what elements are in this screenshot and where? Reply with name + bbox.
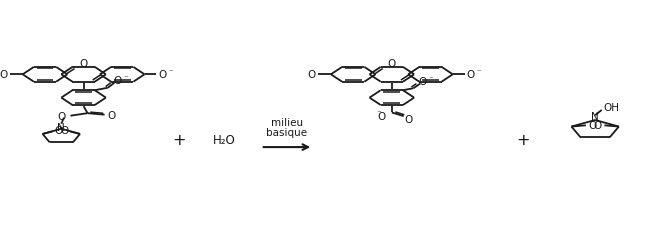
Text: O: O bbox=[80, 58, 88, 68]
Text: O: O bbox=[594, 120, 602, 130]
Text: H₂O: H₂O bbox=[213, 134, 236, 146]
Text: N: N bbox=[57, 122, 64, 132]
Text: +: + bbox=[172, 132, 185, 148]
Text: ⁻: ⁻ bbox=[124, 74, 128, 83]
Text: O: O bbox=[307, 70, 315, 80]
Text: O: O bbox=[108, 110, 116, 120]
Text: O: O bbox=[378, 112, 386, 122]
Text: O: O bbox=[466, 70, 475, 80]
Text: O: O bbox=[388, 58, 396, 68]
Text: N: N bbox=[591, 112, 599, 122]
Text: ⁻: ⁻ bbox=[428, 75, 433, 84]
Text: O: O bbox=[418, 77, 426, 87]
Text: O: O bbox=[58, 112, 66, 122]
Text: ⁻: ⁻ bbox=[376, 108, 381, 118]
Text: O: O bbox=[588, 120, 596, 130]
Text: basique: basique bbox=[266, 128, 307, 138]
Text: ⁻: ⁻ bbox=[477, 68, 481, 77]
Text: milieu: milieu bbox=[271, 118, 303, 128]
Text: O: O bbox=[113, 76, 121, 86]
Text: O: O bbox=[60, 126, 68, 136]
Text: O: O bbox=[0, 70, 7, 80]
Text: O: O bbox=[158, 70, 167, 80]
Text: ⁻: ⁻ bbox=[169, 68, 173, 77]
Text: O: O bbox=[54, 126, 62, 136]
Text: +: + bbox=[516, 132, 530, 148]
Text: O: O bbox=[404, 114, 412, 124]
Text: OH: OH bbox=[604, 102, 620, 113]
